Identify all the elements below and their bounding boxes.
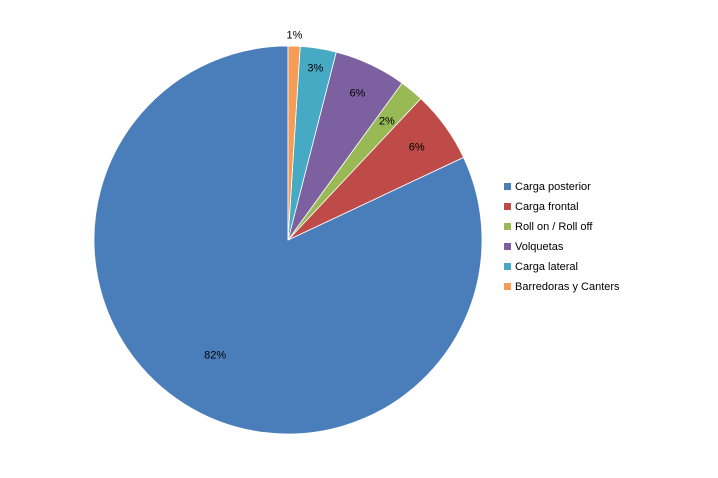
value-label-volquetas: 6% [349,88,365,100]
pie-slice-barredoras-y-canters [287,45,301,241]
legend-swatch-barredoras-y-canters [504,283,511,290]
legend-label-carga-posterior: Carga posterior [515,181,591,193]
legend-label-roll-on-roll-off: Roll on / Roll off [515,221,593,233]
pie-value-labels: 82% 6% 2% 6% 3% 1% [204,30,425,362]
legend-label-barredoras-y-canters: Barredoras y Canters [515,281,620,293]
legend-label-carga-frontal: Carga frontal [515,201,579,213]
legend-swatch-roll-on-roll-off [504,223,511,230]
value-label-barredoras-y-canters: 1% [287,30,303,42]
pie-slices [93,45,483,435]
legend: Carga posterior Carga frontal Roll on / Ro… [504,181,620,293]
legend-label-carga-lateral: Carga lateral [515,261,578,273]
value-label-carga-posterior: 82% [204,350,226,362]
value-label-carga-frontal: 6% [409,142,425,154]
legend-label-volquetas: Volquetas [515,241,564,253]
legend-swatch-carga-frontal [504,203,511,210]
legend-swatch-carga-lateral [504,263,511,270]
legend-swatch-volquetas [504,243,511,250]
legend-swatch-carga-posterior [504,183,511,190]
value-label-carga-lateral: 3% [307,63,323,75]
value-label-roll-on-roll-off: 2% [379,115,395,127]
